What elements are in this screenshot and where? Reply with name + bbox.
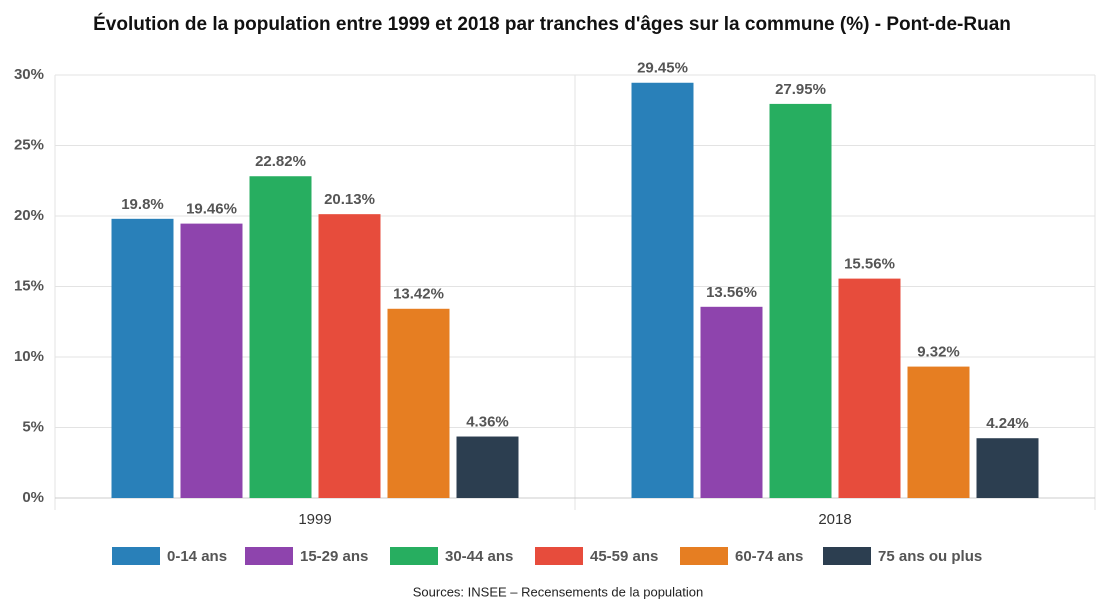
value-label: 29.45% xyxy=(637,60,688,77)
bar xyxy=(456,436,519,498)
bar xyxy=(631,82,694,498)
bar xyxy=(769,103,832,498)
bar xyxy=(907,366,970,498)
value-label: 27.95% xyxy=(775,81,826,98)
y-tick-label: 0% xyxy=(22,489,44,506)
value-label: 9.32% xyxy=(917,344,960,361)
legend-swatch xyxy=(245,547,293,565)
legend-swatch xyxy=(680,547,728,565)
legend-label: 30-44 ans xyxy=(445,548,513,565)
bar xyxy=(318,214,381,499)
legend-swatch xyxy=(390,547,438,565)
value-label: 13.42% xyxy=(393,286,444,303)
source: Sources: INSEE – Recensements de la popu… xyxy=(413,584,704,599)
value-label: 15.56% xyxy=(844,256,895,273)
value-label: 19.8% xyxy=(121,196,164,213)
legend-label: 0-14 ans xyxy=(167,548,227,565)
y-tick-label: 25% xyxy=(14,136,44,153)
value-label: 20.13% xyxy=(324,191,375,208)
y-tick-label: 10% xyxy=(14,348,44,365)
y-tick-label: 20% xyxy=(14,207,44,224)
y-tick-label: 30% xyxy=(14,66,44,83)
legend-label: 75 ans ou plus xyxy=(878,548,982,565)
value-label: 13.56% xyxy=(706,284,757,301)
legend-label: 15-29 ans xyxy=(300,548,368,565)
legend-swatch xyxy=(823,547,871,565)
bar xyxy=(180,223,243,498)
bar xyxy=(838,278,901,498)
chart-title: Évolution de la population entre 1999 et… xyxy=(93,13,1011,35)
legend-swatch xyxy=(112,547,160,565)
bar xyxy=(976,438,1039,498)
bar xyxy=(387,308,450,498)
x-tick-label: 1999 xyxy=(298,511,331,528)
bar xyxy=(111,218,174,498)
x-tick-label: 2018 xyxy=(818,511,851,528)
legend-label: 60-74 ans xyxy=(735,548,803,565)
value-label: 19.46% xyxy=(186,201,237,218)
legend-swatch xyxy=(535,547,583,565)
y-tick-label: 15% xyxy=(14,277,44,294)
value-label: 4.36% xyxy=(466,413,509,430)
bar xyxy=(700,306,763,498)
bar xyxy=(249,176,312,498)
value-label: 22.82% xyxy=(255,153,306,170)
legend-label: 45-59 ans xyxy=(590,548,658,565)
value-label: 4.24% xyxy=(986,415,1029,432)
y-tick-label: 5% xyxy=(22,418,44,435)
